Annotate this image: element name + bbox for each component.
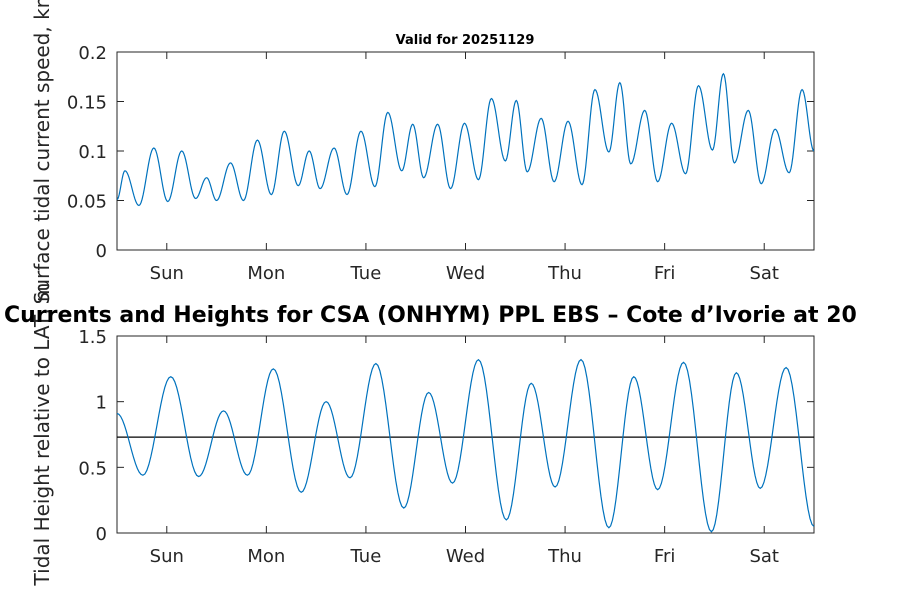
- speed-xtick-label: Mon: [247, 263, 285, 284]
- current-speed-ylabel: Surface tidal current speed, kn: [30, 0, 54, 304]
- height-ytick-label: 0.5: [78, 458, 107, 479]
- current-speed-chart: 0 0.05 0.1 0.15 0.2 Sun Mon Tue Wed Thu Fri Sat: [67, 43, 815, 284]
- speed-xtick-label: Tue: [350, 263, 382, 284]
- speed-xtick-label: Sat: [749, 263, 779, 284]
- height-xtick-label: Mon: [247, 546, 285, 567]
- height-axes-box: [116, 335, 815, 534]
- tidal-height-chart: 0 0.5 1 1.5 Sun Mon Tue Wed Thu Fri Sat: [78, 327, 815, 567]
- height-xtick-label: Sat: [749, 546, 779, 567]
- height-xtick-label: Tue: [350, 546, 382, 567]
- height-series-line: [117, 358, 814, 533]
- speed-ytick-label: 0.1: [78, 142, 107, 163]
- height-xtick-label: Thu: [547, 546, 582, 567]
- speed-xtick-label: Thu: [547, 263, 582, 284]
- height-ytick-label: 1.5: [78, 327, 107, 348]
- tidal-height-ylabel: Tidal Height relative to LAT, m: [30, 283, 54, 587]
- speed-ytick-label: 0.05: [67, 192, 107, 213]
- speed-ytick-label: 0.2: [78, 43, 107, 64]
- speed-series-line: [117, 72, 814, 207]
- speed-xtick-label: Sun: [150, 263, 184, 284]
- speed-xtick-label: Wed: [446, 263, 485, 284]
- speed-xtick-label: Fri: [654, 263, 675, 284]
- speed-axes-box: [116, 51, 815, 251]
- main-title: Currents and Heights for CSA (ONHYM) PPL…: [4, 303, 857, 328]
- height-ytick-label: 0: [96, 524, 107, 545]
- height-xtick-label: Sun: [150, 546, 184, 567]
- height-ytick-label: 1: [96, 393, 107, 414]
- speed-ytick-label: 0: [96, 241, 107, 262]
- height-xtick-label: Wed: [446, 546, 485, 567]
- height-xtick-label: Fri: [654, 546, 675, 567]
- current-speed-title: Valid for 20251129: [396, 33, 535, 48]
- speed-ytick-label: 0.15: [67, 93, 107, 114]
